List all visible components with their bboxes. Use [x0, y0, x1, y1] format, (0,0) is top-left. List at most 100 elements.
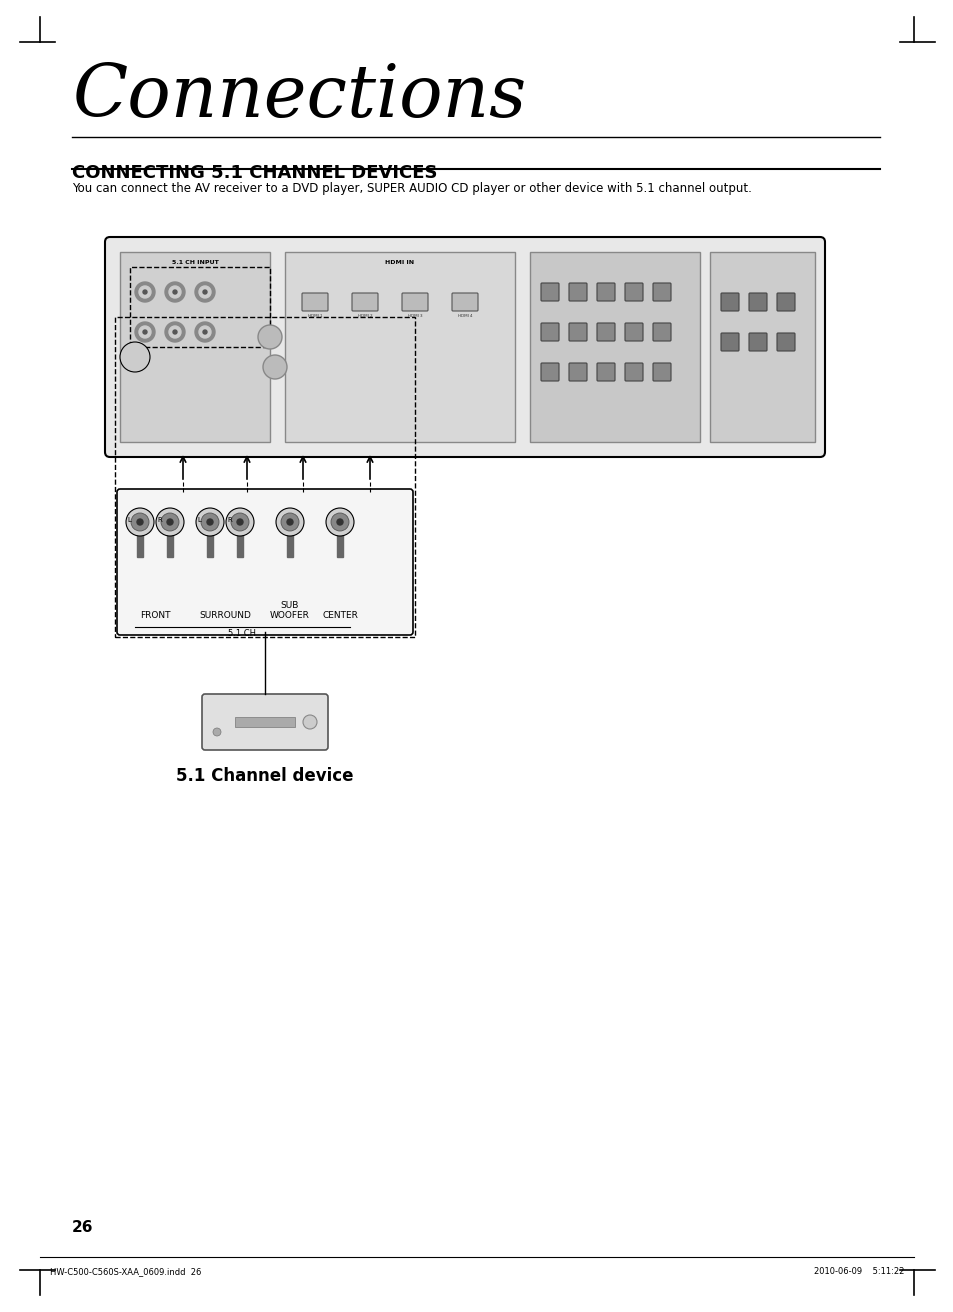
Text: 2010-06-09    5:11:22: 2010-06-09 5:11:22	[813, 1267, 903, 1277]
Circle shape	[303, 715, 316, 729]
Circle shape	[326, 508, 354, 537]
FancyBboxPatch shape	[597, 283, 615, 300]
Circle shape	[199, 325, 211, 338]
Bar	[236, 527, 243, 558]
FancyBboxPatch shape	[776, 293, 794, 311]
FancyBboxPatch shape	[597, 363, 615, 380]
FancyBboxPatch shape	[652, 323, 670, 341]
Circle shape	[167, 520, 172, 525]
Bar	[234, 716, 294, 727]
Text: You can connect the AV receiver to a DVD player, SUPER AUDIO CD player or other : You can connect the AV receiver to a DVD…	[71, 182, 751, 195]
FancyBboxPatch shape	[452, 293, 477, 311]
FancyBboxPatch shape	[776, 333, 794, 352]
Text: SUB
WOOFER: SUB WOOFER	[270, 601, 310, 621]
Circle shape	[263, 356, 287, 379]
Circle shape	[194, 321, 214, 342]
Circle shape	[169, 325, 181, 338]
Text: CENTER: CENTER	[322, 611, 357, 621]
FancyBboxPatch shape	[352, 293, 377, 311]
FancyBboxPatch shape	[302, 293, 328, 311]
Circle shape	[139, 286, 151, 298]
FancyBboxPatch shape	[117, 489, 413, 635]
Text: R: R	[227, 517, 232, 523]
Circle shape	[281, 513, 298, 531]
Circle shape	[275, 508, 304, 537]
FancyBboxPatch shape	[401, 293, 428, 311]
Circle shape	[135, 282, 154, 302]
Circle shape	[231, 513, 249, 531]
FancyBboxPatch shape	[597, 323, 615, 341]
Bar	[285, 252, 515, 442]
Circle shape	[139, 325, 151, 338]
FancyBboxPatch shape	[540, 363, 558, 380]
FancyBboxPatch shape	[568, 323, 586, 341]
FancyBboxPatch shape	[568, 283, 586, 300]
Circle shape	[137, 520, 143, 525]
Text: L: L	[196, 517, 201, 523]
Text: HDMI 1: HDMI 1	[308, 314, 322, 318]
Circle shape	[194, 282, 214, 302]
FancyBboxPatch shape	[720, 293, 739, 311]
Text: 5.1 CH INPUT: 5.1 CH INPUT	[172, 260, 218, 265]
Text: R: R	[157, 517, 162, 523]
FancyBboxPatch shape	[105, 237, 824, 457]
FancyBboxPatch shape	[624, 323, 642, 341]
Circle shape	[287, 520, 293, 525]
FancyBboxPatch shape	[624, 363, 642, 380]
Text: L: L	[127, 517, 131, 523]
Circle shape	[201, 513, 219, 531]
Circle shape	[331, 513, 349, 531]
Circle shape	[169, 286, 181, 298]
Circle shape	[172, 331, 177, 335]
FancyBboxPatch shape	[540, 283, 558, 300]
FancyBboxPatch shape	[652, 283, 670, 300]
FancyBboxPatch shape	[624, 283, 642, 300]
Bar	[137, 527, 143, 558]
Text: SURROUND: SURROUND	[199, 611, 251, 621]
Circle shape	[257, 325, 282, 349]
Circle shape	[226, 508, 253, 537]
Text: HDMI 2: HDMI 2	[357, 314, 372, 318]
Text: HW-C500-C560S-XAA_0609.indd  26: HW-C500-C560S-XAA_0609.indd 26	[50, 1267, 201, 1277]
FancyBboxPatch shape	[202, 694, 328, 750]
Circle shape	[161, 513, 179, 531]
Text: HDMI 4: HDMI 4	[457, 314, 472, 318]
FancyBboxPatch shape	[652, 363, 670, 380]
Text: HDMI IN: HDMI IN	[385, 260, 415, 265]
Circle shape	[165, 321, 185, 342]
FancyBboxPatch shape	[540, 323, 558, 341]
FancyBboxPatch shape	[748, 293, 766, 311]
Circle shape	[126, 508, 153, 537]
Text: 26: 26	[71, 1220, 93, 1235]
FancyBboxPatch shape	[568, 363, 586, 380]
Circle shape	[199, 286, 211, 298]
Circle shape	[172, 290, 177, 294]
Circle shape	[143, 290, 147, 294]
Circle shape	[236, 520, 243, 525]
Text: 5.1 Channel device: 5.1 Channel device	[176, 768, 354, 785]
Circle shape	[165, 282, 185, 302]
FancyBboxPatch shape	[748, 333, 766, 352]
Circle shape	[207, 520, 213, 525]
Circle shape	[203, 290, 207, 294]
Bar	[207, 527, 213, 558]
Text: HDMI 3: HDMI 3	[407, 314, 422, 318]
Bar	[287, 527, 293, 558]
Circle shape	[131, 513, 149, 531]
Circle shape	[213, 728, 221, 736]
Text: FRONT: FRONT	[139, 611, 170, 621]
Circle shape	[135, 321, 154, 342]
Text: CONNECTING 5.1 CHANNEL DEVICES: CONNECTING 5.1 CHANNEL DEVICES	[71, 164, 437, 182]
Circle shape	[203, 331, 207, 335]
Bar	[336, 527, 343, 558]
Circle shape	[143, 331, 147, 335]
Text: 5.1 CH: 5.1 CH	[228, 628, 255, 638]
Bar	[167, 527, 172, 558]
Bar	[530, 252, 700, 442]
Circle shape	[120, 342, 150, 373]
Bar	[120, 252, 270, 442]
Bar	[709, 252, 814, 442]
Text: Connections: Connections	[71, 62, 526, 133]
Bar	[130, 268, 270, 346]
Circle shape	[336, 520, 343, 525]
